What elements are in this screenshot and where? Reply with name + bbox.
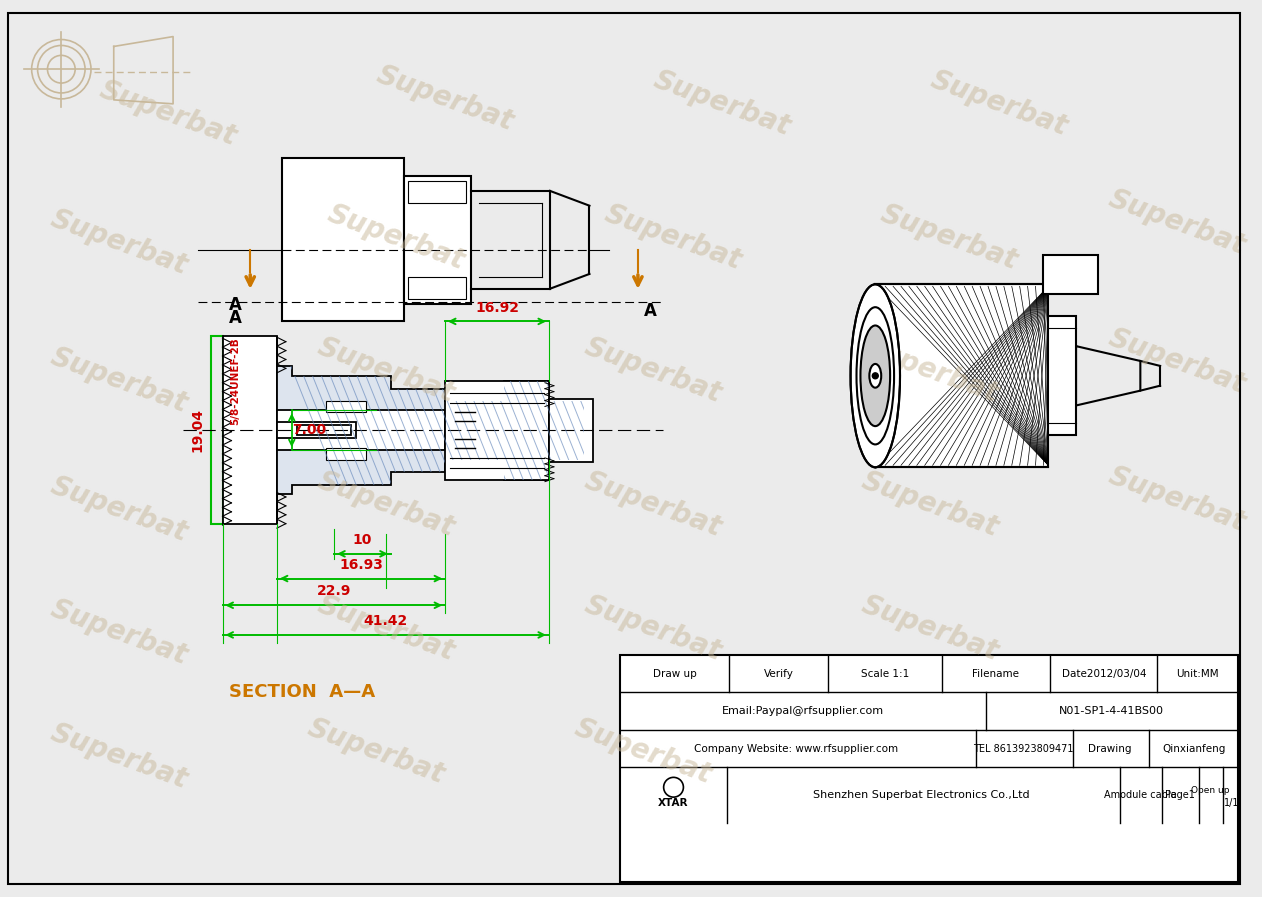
Bar [409, 181, 466, 203]
Text: Amodule cable: Amodule cable [1104, 790, 1176, 800]
Text: N01-SP1-4-41BS00: N01-SP1-4-41BS00 [1059, 706, 1164, 716]
Bar [876, 284, 1049, 467]
Text: Superbat: Superbat [601, 199, 745, 275]
Text: Superbat: Superbat [926, 66, 1071, 142]
Text: TEL 8613923809471: TEL 8613923809471 [973, 744, 1074, 753]
Text: Superbat: Superbat [570, 714, 716, 789]
Text: Superbat: Superbat [47, 343, 191, 419]
Bar [1055, 257, 1085, 274]
Text: Scale 1:1: Scale 1:1 [861, 668, 909, 678]
Text: A: A [228, 295, 242, 314]
Text: Superbat: Superbat [877, 199, 1022, 275]
Bar [1049, 317, 1076, 435]
Text: 5/8-24UNEF-2B: 5/8-24UNEF-2B [231, 337, 240, 424]
Text: 16.93: 16.93 [339, 558, 382, 571]
Text: Superbat: Superbat [581, 466, 726, 542]
Text: Superbat: Superbat [857, 333, 1002, 409]
Text: Superbat: Superbat [313, 333, 458, 409]
Ellipse shape [870, 364, 881, 388]
Bar [620, 655, 1238, 882]
Text: Superbat: Superbat [47, 596, 191, 671]
Text: Superbat: Superbat [47, 205, 191, 280]
Ellipse shape [861, 326, 890, 426]
Text: 16.92: 16.92 [475, 300, 519, 315]
Text: Superbat: Superbat [313, 466, 458, 542]
Text: Date2012/03/04: Date2012/03/04 [1061, 668, 1146, 678]
Text: Superbat: Superbat [581, 333, 726, 409]
Bar [549, 398, 593, 462]
Text: Superbat: Superbat [47, 472, 191, 547]
Text: Page1: Page1 [1165, 790, 1195, 800]
Text: Superbat: Superbat [313, 590, 458, 666]
Ellipse shape [857, 307, 893, 444]
Text: Drawing: Drawing [1088, 744, 1132, 753]
Text: Superbat: Superbat [581, 590, 726, 666]
Polygon shape [327, 401, 366, 413]
Text: Unit:MM: Unit:MM [1176, 668, 1219, 678]
Ellipse shape [871, 284, 880, 467]
Ellipse shape [851, 284, 900, 467]
Text: Qinxianfeng: Qinxianfeng [1162, 744, 1225, 753]
Text: Shenzhen Superbat Electronics Co.,Ltd: Shenzhen Superbat Electronics Co.,Ltd [814, 790, 1030, 800]
Text: Company Website: www.rfsupplier.com: Company Website: www.rfsupplier.com [694, 744, 899, 753]
Circle shape [872, 373, 878, 379]
Bar [222, 336, 276, 524]
Text: Email:Paypal@rfsupplier.com: Email:Paypal@rfsupplier.com [722, 706, 885, 716]
Polygon shape [327, 448, 366, 460]
Text: Superbat: Superbat [47, 718, 191, 795]
Bar [276, 422, 356, 438]
Text: SECTION  A—A: SECTION A—A [228, 684, 375, 701]
Text: 22.9: 22.9 [317, 585, 351, 598]
Text: Superbat: Superbat [1104, 462, 1249, 537]
Text: 7.00: 7.00 [293, 423, 327, 437]
Text: Superbat: Superbat [650, 66, 795, 142]
Text: Superbat: Superbat [1104, 185, 1249, 260]
Text: Superbat: Superbat [857, 466, 1002, 542]
Text: Superbat: Superbat [372, 61, 517, 136]
Text: 19.04: 19.04 [191, 408, 204, 452]
Text: Superbat: Superbat [303, 714, 448, 789]
Bar [297, 425, 351, 435]
Text: A: A [645, 302, 658, 320]
Text: 41.42: 41.42 [363, 614, 408, 628]
Text: Superbat: Superbat [96, 76, 241, 152]
Polygon shape [276, 336, 583, 524]
Text: Superbat: Superbat [1104, 323, 1249, 399]
Text: 1/1: 1/1 [1224, 798, 1239, 808]
Text: Superbat: Superbat [857, 590, 1002, 666]
Text: Verify: Verify [764, 668, 794, 678]
Text: 10: 10 [353, 533, 372, 547]
Bar [211, 336, 222, 524]
Text: Filename: Filename [973, 668, 1020, 678]
Text: XTAR: XTAR [659, 798, 689, 808]
Bar [445, 380, 549, 480]
Text: A: A [228, 309, 242, 327]
Bar [1044, 255, 1098, 294]
Text: Open up: Open up [1191, 786, 1229, 795]
Bar [404, 176, 471, 303]
Text: Superbat: Superbat [323, 199, 468, 275]
Bar [276, 411, 445, 450]
Text: Draw up: Draw up [652, 668, 697, 678]
Bar [281, 158, 404, 321]
Bar [409, 277, 466, 299]
